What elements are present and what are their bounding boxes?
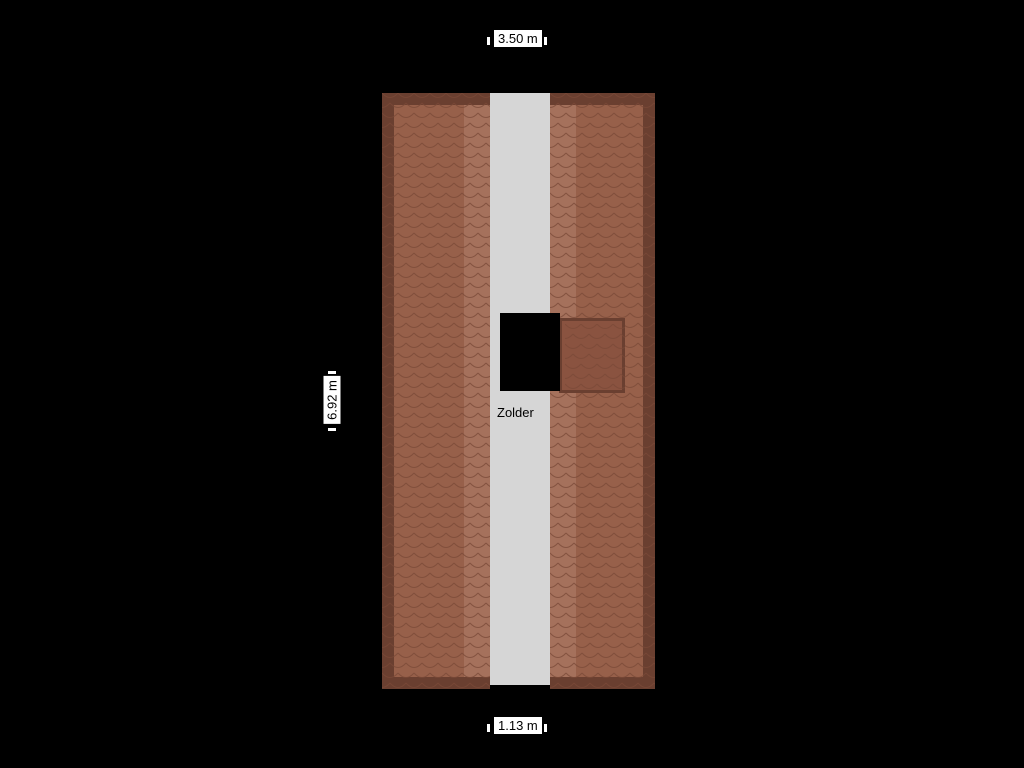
room-label-text: Zolder (497, 405, 534, 420)
room-label-zolder: Zolder (497, 405, 534, 420)
dim-tick (544, 37, 547, 45)
dimension-value: 1.13 m (498, 718, 538, 733)
dimension-left: 6.92 m (324, 376, 341, 424)
dim-tick (328, 428, 336, 431)
dim-tick (487, 724, 490, 732)
roof-panel-left (382, 93, 490, 689)
skylight-tiles (565, 324, 625, 393)
dimension-value: 6.92 m (325, 380, 340, 420)
dimension-bottom: 1.13 m (494, 717, 542, 734)
dim-tick (487, 37, 490, 45)
roof-tiles-left (382, 93, 490, 689)
dimension-value: 3.50 m (498, 31, 538, 46)
stair-opening (500, 313, 560, 391)
dim-tick (544, 724, 547, 732)
dimension-top: 3.50 m (494, 30, 542, 47)
skylight-window (559, 318, 625, 393)
floorplan-canvas: 3.50 m 6.92 m 1.13 m Zolder (0, 0, 1024, 768)
dim-tick (328, 371, 336, 374)
